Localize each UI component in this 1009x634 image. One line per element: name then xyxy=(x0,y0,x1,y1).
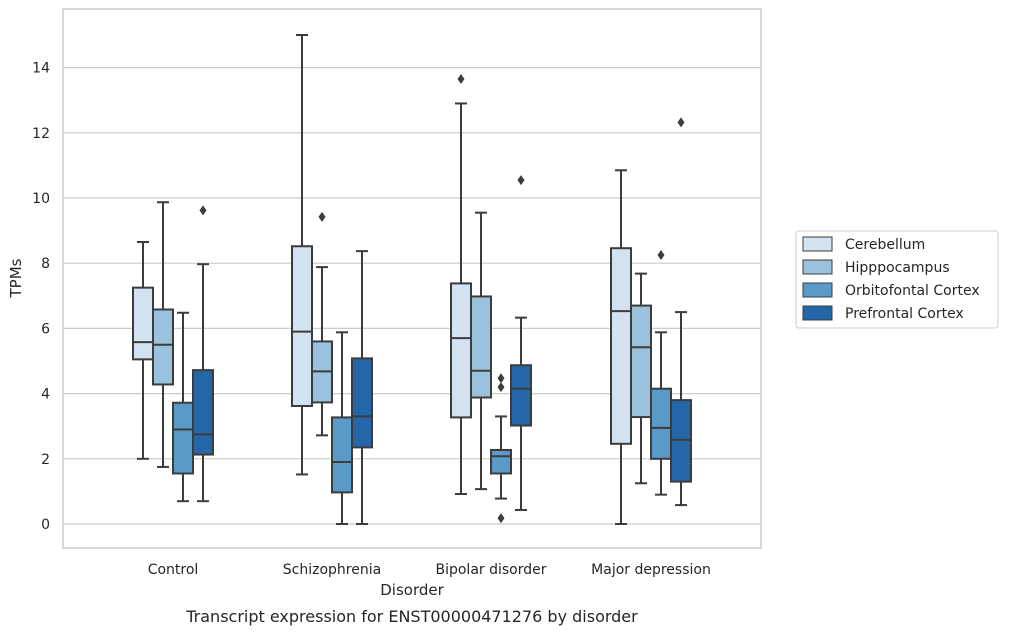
box-iqr xyxy=(172,401,194,475)
legend-frame xyxy=(795,230,999,329)
y-tick-label-12: 12 xyxy=(32,126,50,142)
box-2-2 xyxy=(490,373,512,524)
box-iqr xyxy=(630,304,652,419)
legend-swatch-2 xyxy=(802,282,833,298)
y-tick-label-10: 10 xyxy=(32,191,50,207)
box-1-1 xyxy=(311,211,333,437)
x-tick-label-2: Bipolar disorder xyxy=(435,562,546,578)
y-tick-label-4: 4 xyxy=(41,387,50,403)
box-3-1 xyxy=(351,250,373,525)
legend-label-1: Hipppocampus xyxy=(845,260,950,276)
box-iqr xyxy=(291,245,313,407)
box-iqr xyxy=(132,286,154,361)
outlier-point xyxy=(318,211,326,222)
box-0-1 xyxy=(291,34,313,476)
box-iqr xyxy=(490,448,512,475)
box-iqr xyxy=(650,387,672,460)
y-tick-label-14: 14 xyxy=(32,61,50,77)
box-3-3 xyxy=(670,117,692,507)
outlier-point xyxy=(497,373,505,384)
legend-swatch-3 xyxy=(802,305,833,321)
x-tick-label-0: Control xyxy=(148,562,199,578)
chart-caption: Transcript expression for ENST0000047127… xyxy=(185,607,638,626)
outlier-point xyxy=(457,74,465,85)
outlier-point xyxy=(497,513,505,524)
outlier-point xyxy=(497,382,505,393)
x-tick-labels: Control Schizophrenia Bipolar disorder Majo… xyxy=(148,562,711,578)
legend-label-3: Prefrontal Cortex xyxy=(845,306,964,322)
box-iqr xyxy=(152,308,174,386)
legend-swatch-0 xyxy=(802,236,833,252)
box-iqr xyxy=(331,416,353,494)
outlier-point xyxy=(199,205,207,216)
outlier-point xyxy=(517,175,525,186)
x-tick-label-1: Schizophrenia xyxy=(283,562,381,578)
x-axis-title: Disorder xyxy=(380,581,444,599)
box-iqr xyxy=(610,247,632,445)
legend-label-0: Cerebellum xyxy=(845,237,925,253)
box-iqr xyxy=(510,364,532,427)
legend: Cerebellum Hipppocampus Orbitofontal Corte… xyxy=(795,230,999,329)
box-1-3 xyxy=(630,272,652,485)
y-tick-label-6: 6 xyxy=(41,321,50,337)
box-2-1 xyxy=(331,331,353,525)
outlier-point xyxy=(677,117,685,128)
box-iqr xyxy=(192,369,214,456)
box-groups xyxy=(132,34,692,525)
box-iqr xyxy=(470,295,492,399)
y-tick-labels: 0 2 4 6 8 10 12 14 xyxy=(32,61,50,533)
y-axis-title: TPMs xyxy=(7,258,25,298)
outlier-point xyxy=(657,250,665,261)
box-iqr xyxy=(450,282,472,419)
y-tick-label-8: 8 xyxy=(41,256,50,272)
legend-swatch-1 xyxy=(802,259,833,275)
box-iqr xyxy=(351,357,373,449)
box-0-0 xyxy=(132,241,154,460)
box-0-2 xyxy=(450,74,472,496)
x-tick-label-3: Major depression xyxy=(591,562,711,578)
plot-frame xyxy=(62,8,762,549)
box-2-0 xyxy=(172,311,194,503)
y-tick-label-0: 0 xyxy=(41,517,50,533)
box-1-0 xyxy=(152,201,174,468)
box-3-2 xyxy=(510,175,532,511)
legend-label-2: Orbitofontal Cortex xyxy=(845,283,980,299)
box-1-2 xyxy=(470,211,492,491)
box-3-0 xyxy=(192,205,214,503)
y-tick-label-2: 2 xyxy=(41,452,50,468)
